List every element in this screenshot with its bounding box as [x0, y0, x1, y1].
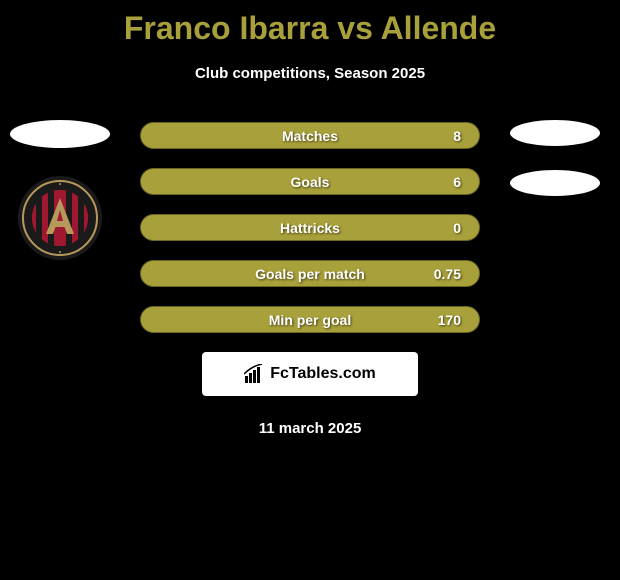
stat-value: 8 [453, 128, 461, 144]
stat-label: Goals [159, 174, 461, 190]
main-container: Franco Ibarra vs Allende Club competitio… [0, 0, 620, 580]
stat-bar-matches: Matches 8 [140, 122, 480, 149]
stat-label: Matches [159, 128, 461, 144]
stat-bar-hattricks: Hattricks 0 [140, 214, 480, 241]
fctables-watermark: FcTables.com [202, 352, 418, 396]
stat-value: 170 [438, 312, 461, 328]
comparison-title: Franco Ibarra vs Allende [0, 0, 620, 47]
stat-bar-goals: Goals 6 [140, 168, 480, 195]
stat-label: Min per goal [159, 312, 461, 328]
fctables-text: FcTables.com [270, 365, 376, 383]
stat-bar-goals-per-match: Goals per match 0.75 [140, 260, 480, 287]
season-subtitle: Club competitions, Season 2025 [0, 65, 620, 82]
stat-row: Matches 8 [0, 122, 620, 149]
stat-value: 0.75 [434, 266, 461, 282]
stat-bar-min-per-goal: Min per goal 170 [140, 306, 480, 333]
stat-row: Hattricks 0 [0, 214, 620, 241]
stat-label: Hattricks [159, 220, 461, 236]
stat-row: Min per goal 170 [0, 306, 620, 333]
stat-label: Goals per match [159, 266, 461, 282]
stat-row: Goals 6 [0, 168, 620, 195]
fctables-content: FcTables.com [244, 364, 376, 384]
stat-row: Goals per match 0.75 [0, 260, 620, 287]
bar-chart-icon [244, 364, 266, 384]
stat-value: 0 [453, 220, 461, 236]
stats-area: Matches 8 Goals 6 Hattricks 0 Goals per … [0, 122, 620, 333]
date-text: 11 march 2025 [0, 420, 620, 437]
stat-value: 6 [453, 174, 461, 190]
